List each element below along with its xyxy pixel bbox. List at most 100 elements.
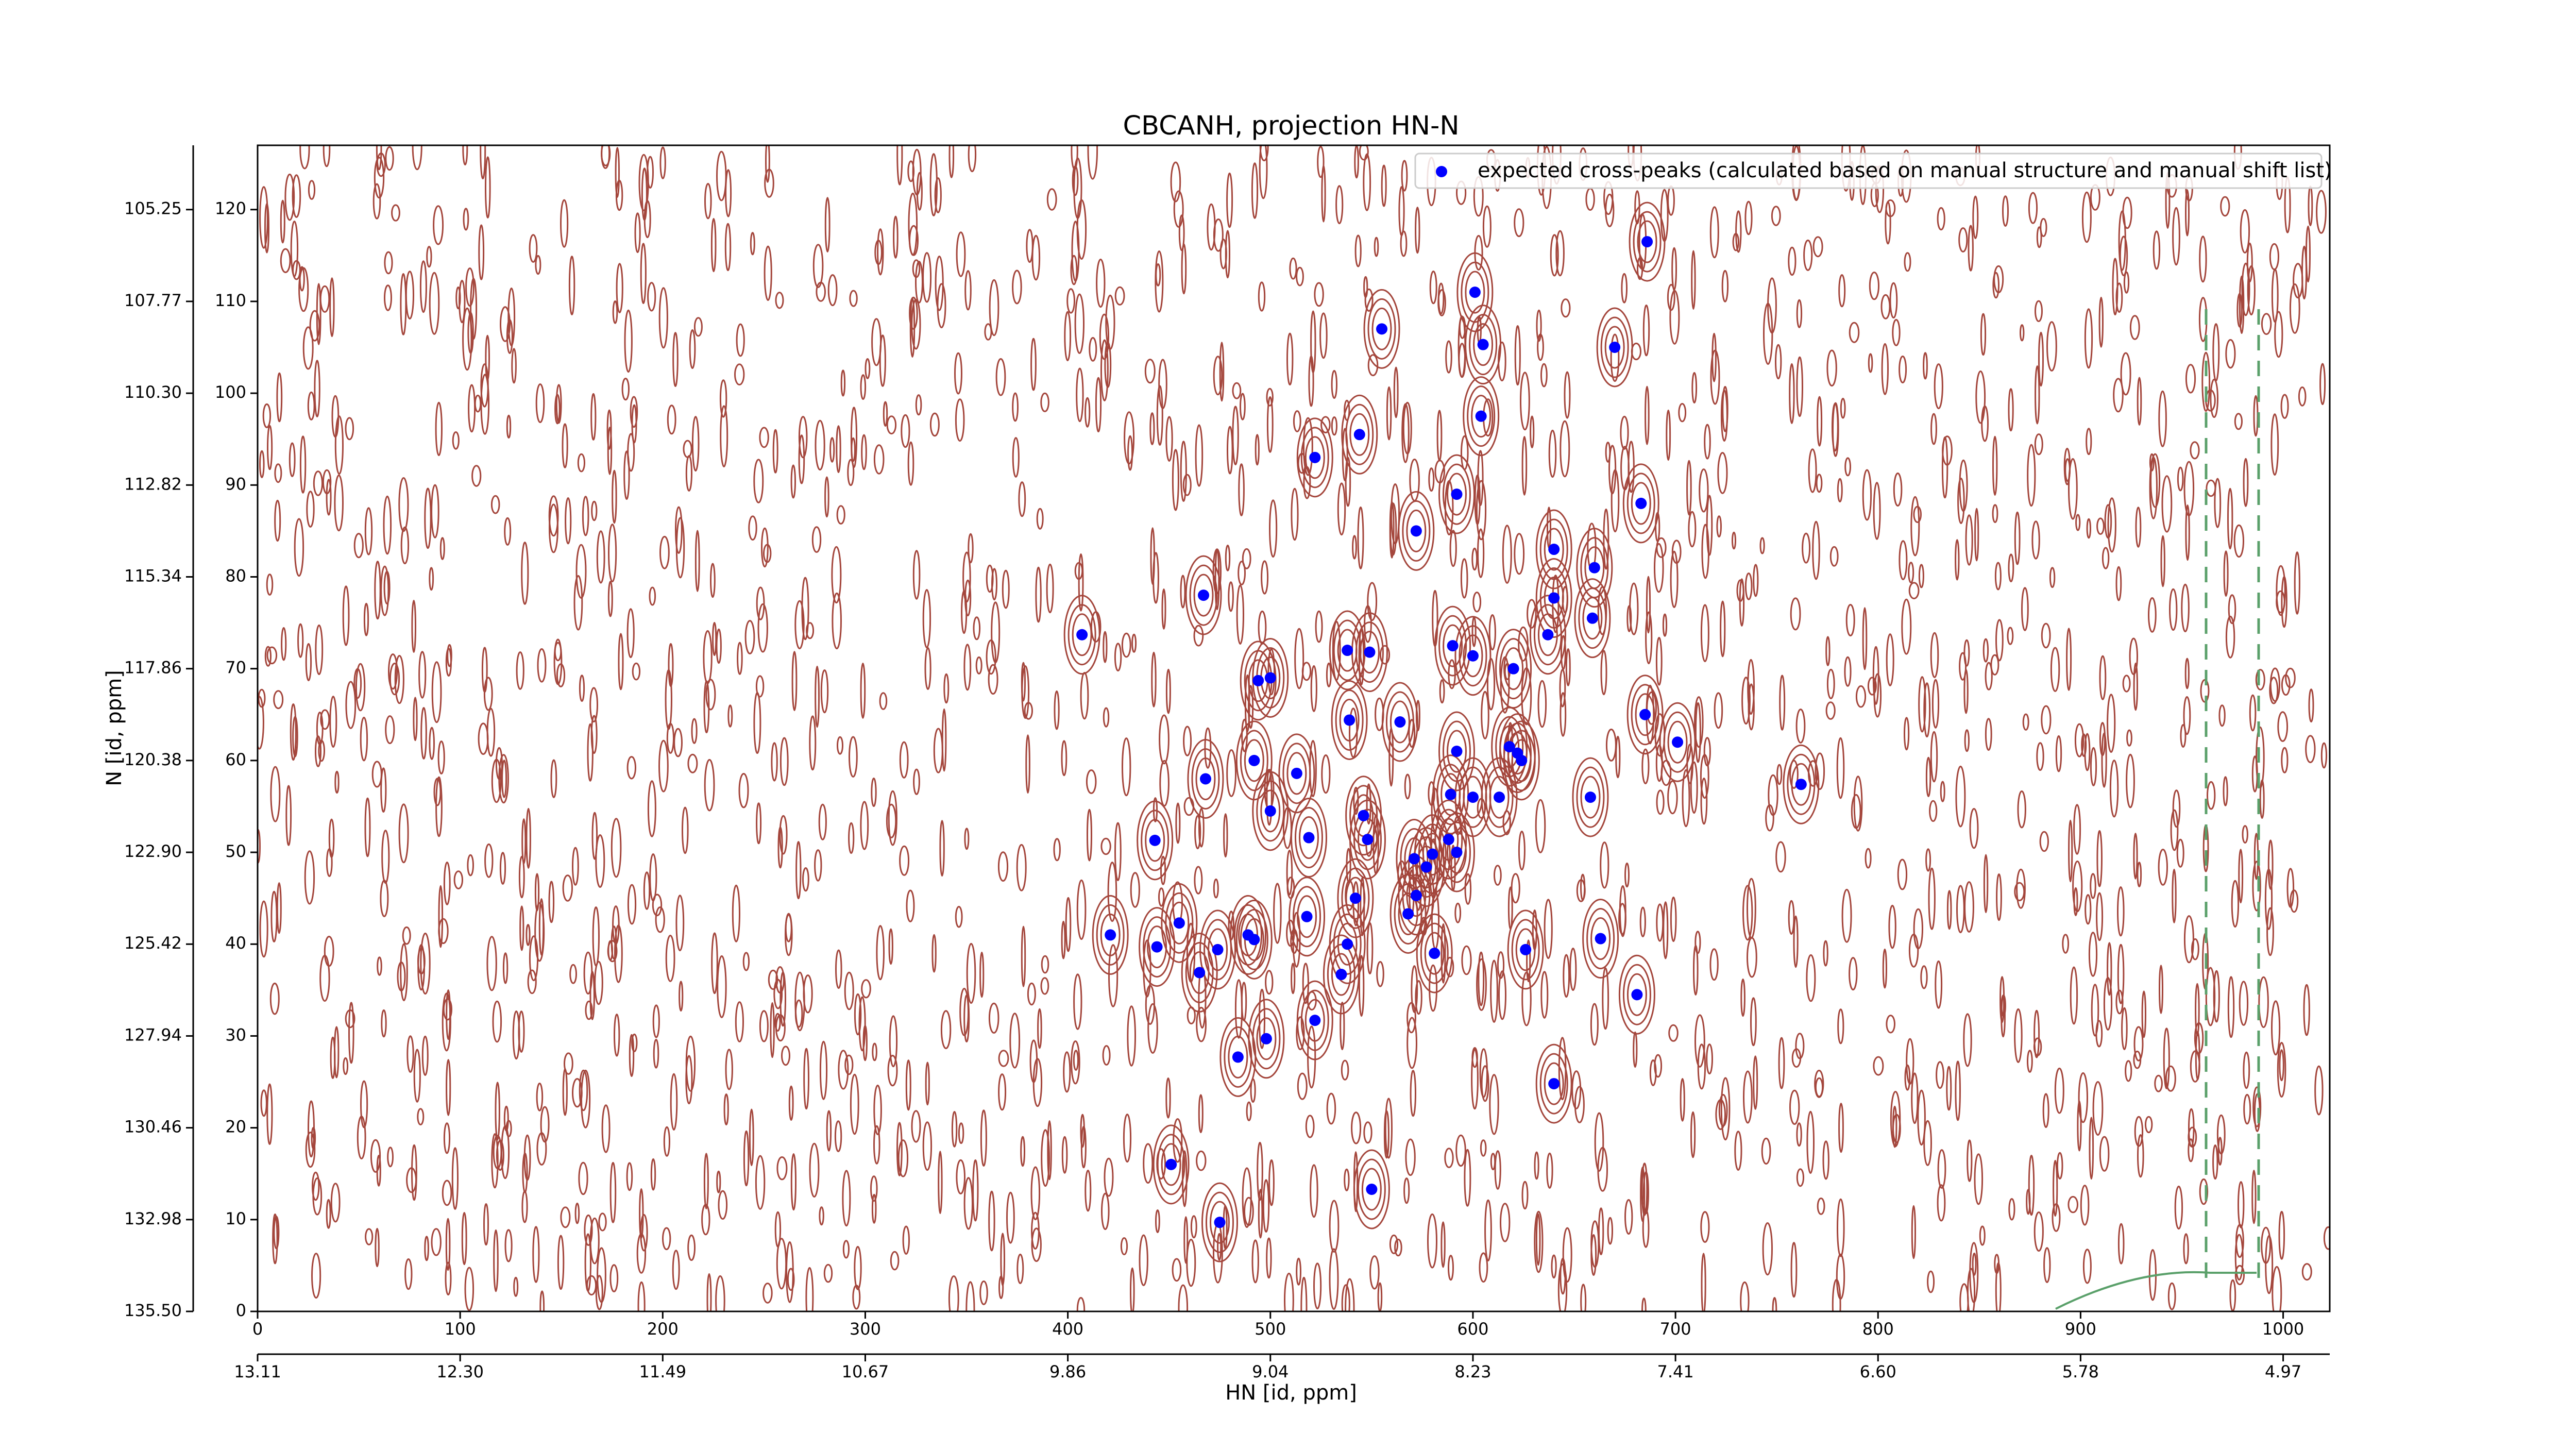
noise-contour [2223,776,2228,806]
x-tick-label: 11.49 [639,1362,687,1381]
noise-contour [2103,976,2113,1031]
noise-contour [284,173,295,221]
data-point [1165,1158,1177,1170]
noise-contour [2126,729,2132,747]
noise-contour [956,1159,965,1194]
noise-contour [1957,478,1965,524]
noise-contour [1326,662,1332,687]
noise-contour [1955,1060,1961,1121]
noise-contour [2070,966,2078,1025]
noise-contour [1346,848,1351,883]
peak-contour [1471,395,1492,438]
noise-contour [1937,1184,1946,1222]
peak-contour [1209,1201,1230,1244]
noise-contour [1530,415,1535,448]
y-tick-label: 10 [225,1209,246,1228]
noise-contour [1917,1089,1926,1146]
noise-contour [902,1225,910,1255]
peak-contour [1389,873,1427,954]
noise-contour [2272,1266,2282,1311]
noise-contour [2054,1067,2064,1114]
noise-contour [267,425,273,470]
noise-contour [2008,1198,2015,1221]
noise-contour [1940,781,1945,802]
noise-contour [1460,558,1468,599]
noise-contour [529,234,538,263]
noise-contour [989,279,999,336]
noise-contour [2270,413,2279,476]
noise-contour [703,1153,709,1209]
noise-contour [1265,970,1274,995]
noise-contour [2036,226,2042,248]
noise-contour [2253,395,2259,437]
noise-contour [963,644,972,691]
noise-contour [1225,545,1231,571]
noise-contour [2096,830,2103,887]
noise-contour [1482,205,1492,248]
noise-contour [1301,662,1312,681]
data-point [1467,791,1479,803]
noise-contour [411,1144,417,1201]
y-tick-label: 125.42 [124,933,182,953]
peak-contour [1446,730,1467,773]
peak-contour [1201,1182,1238,1262]
y-tick-label: 112.82 [124,474,182,494]
noise-contour [285,785,292,846]
noise-contour [812,244,824,288]
noise-contour [1603,508,1609,570]
noise-contour [1286,850,1293,896]
data-point [1232,1051,1244,1063]
noise-contour [1790,597,1801,631]
data-point [1376,323,1388,335]
noise-contour [312,1171,320,1201]
noise-contour [311,1126,316,1150]
noise-contour [306,491,315,528]
noise-contour [1931,679,1940,729]
noise-contour [1562,1227,1572,1283]
noise-contour [2279,1049,2284,1082]
noise-contour [1667,185,1675,216]
x-tick-label: 7.41 [1657,1362,1693,1381]
peak-contour [1787,753,1816,815]
noise-contour [1408,719,1416,748]
noise-contour [1790,1242,1798,1298]
peak-contour [1629,201,1666,282]
noise-contour [1815,1077,1824,1098]
noise-contour [1096,258,1106,308]
noise-contour [2205,967,2216,1026]
noise-contour [417,944,425,991]
noise-contour [1985,662,1993,690]
noise-contour [1429,964,1438,1012]
noise-contour [562,1068,568,1116]
noise-contour [2122,196,2132,229]
noise-contour [647,156,654,189]
noise-contour [649,586,656,606]
noise-contour [471,465,482,487]
noise-contour [1802,532,1811,564]
noise-contour [1849,957,1858,991]
noise-contour [1691,372,1698,403]
noise-contour [2041,622,2051,649]
noise-contour [1837,478,1843,503]
noise-contour [929,153,938,216]
peak-contour [1465,305,1502,385]
noise-contour [1901,598,1912,655]
noise-contour [1127,435,1133,471]
noise-contour [1366,922,1374,975]
noise-contour [986,639,996,675]
noise-contour [1358,955,1365,1017]
noise-contour [1244,1197,1254,1226]
noise-contour [706,1273,712,1311]
noise-contour [612,469,617,524]
noise-contour [1027,982,1036,1006]
noise-contour [1016,844,1027,891]
noise-contour [483,677,493,711]
data-point [1503,741,1515,753]
noise-contour [529,935,539,982]
noise-contour [1645,611,1653,665]
peak-contour [1398,892,1418,935]
noise-contour [387,1147,394,1168]
noise-contour [1906,1038,1914,1085]
noise-contour [562,423,568,468]
noise-contour [2007,627,2014,645]
